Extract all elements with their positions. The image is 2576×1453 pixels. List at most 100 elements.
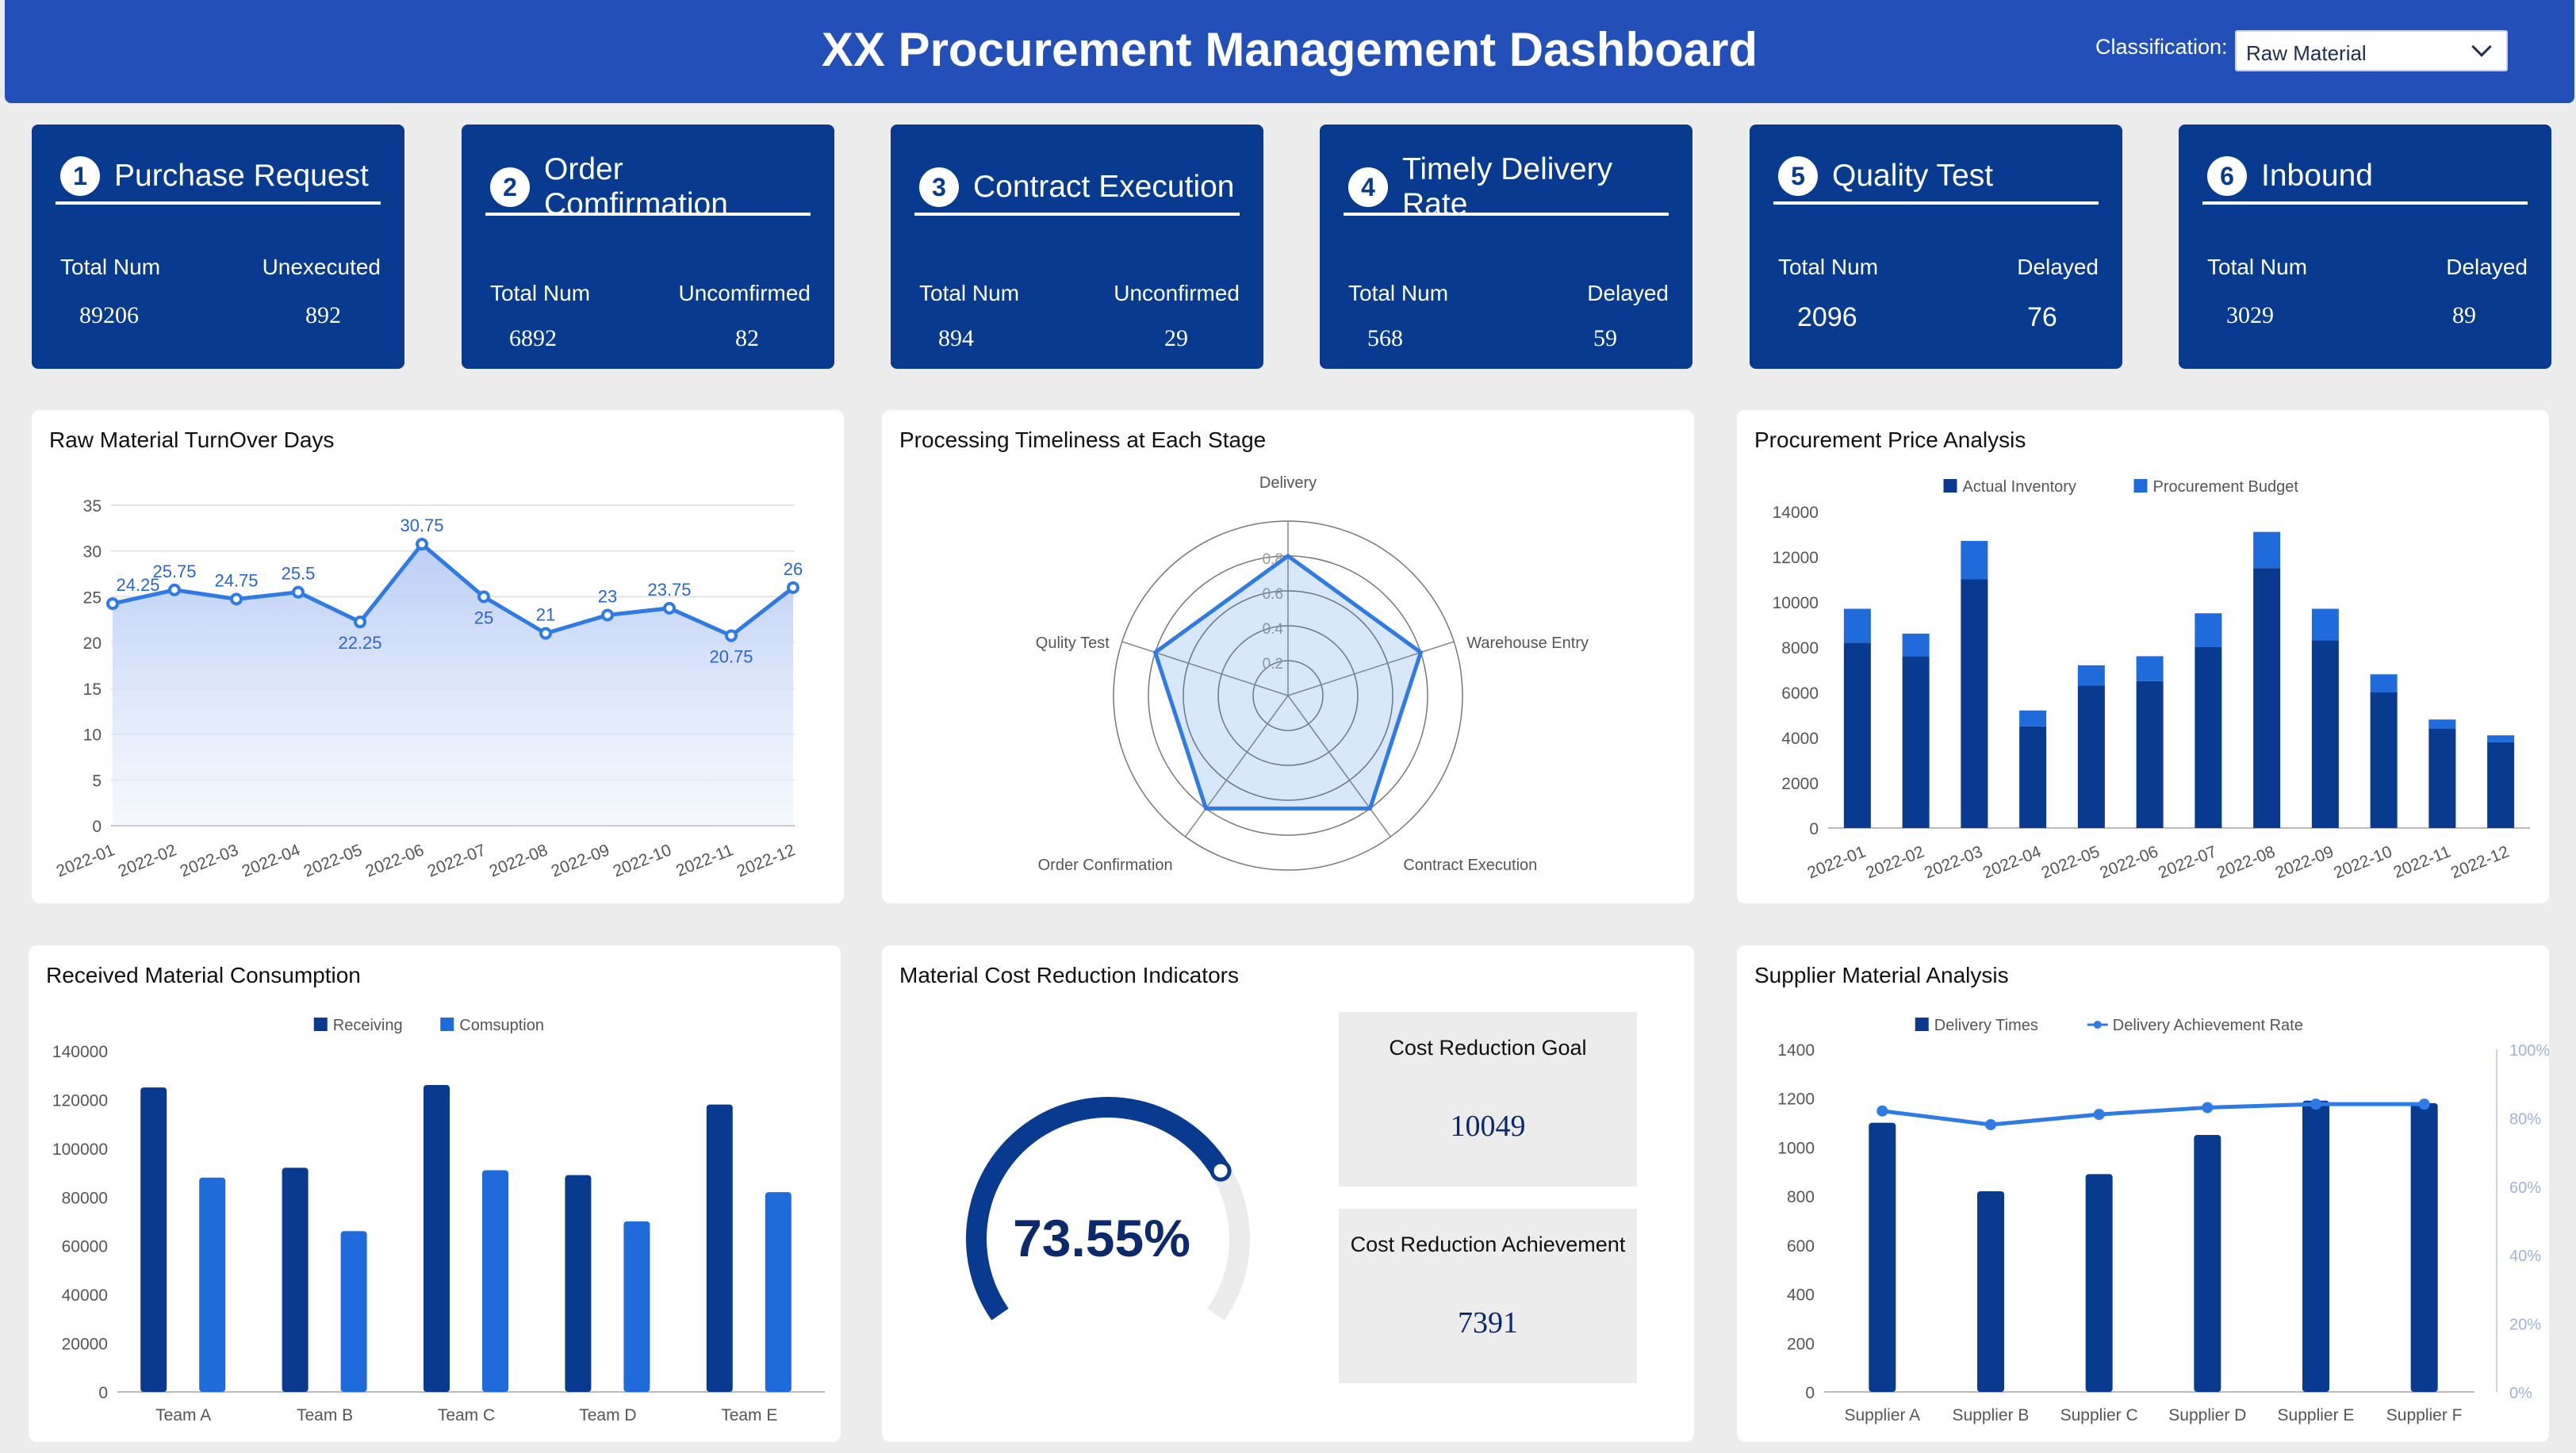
kpi-number-badge: 6 [2207,156,2247,196]
delivery-rate-point [2418,1098,2430,1110]
y-tick-label: 35 [83,497,102,516]
price-bar-budget [1961,541,1988,580]
legend-swatch [2093,1021,2102,1029]
radar-ring-label: 0.6 [1263,586,1283,603]
kpi-card-6: 6 Inbound Total Num Delayed 3029 89 [2179,125,2551,369]
kpi-right-value: 82 [735,325,759,351]
x-tick-label: Supplier A [1844,1406,1920,1424]
kpi-right-value: 59 [1593,325,1617,351]
y-tick-label: 20 [83,634,102,653]
y-tick-label: 8000 [1781,639,1819,657]
turnover-point [787,581,799,594]
y2-tick-label: 100% [2509,1042,2549,1060]
x-tick-label: 2022-07 [2156,842,2219,882]
x-tick-label: Team C [438,1406,495,1424]
cost-panel: Material Cost Reduction Indicators 73.55… [882,945,1694,1442]
consumption-bar [765,1192,792,1392]
kpi-header: 4 Timely Delivery Rate [1344,152,1669,221]
y-tick-label: 15 [83,680,102,699]
x-tick-label: 2022-10 [2331,842,2394,882]
x-tick-label: 2022-08 [487,841,550,880]
price-bar-actual [2253,568,2281,828]
supplier-delivery-bar [1977,1190,2004,1392]
price-bar-actual [1902,656,1930,828]
turnover-point [106,597,119,611]
cost-gauge: 73.55% [966,1097,1250,1321]
turnover-data-label: 26 [784,559,803,579]
cost-goal-value: 10049 [1450,1110,1526,1143]
receiving-bar [424,1085,450,1392]
delivery-rate-point [2202,1102,2214,1114]
turnover-data-label: 23 [598,587,617,607]
turnover-data-label: 25.5 [282,564,316,584]
legend-label: Delivery Achievement Rate [2113,1017,2303,1034]
dashboard-header: XX Procurement Management Dashboard Clas… [5,0,2574,103]
price-bar-budget [1843,608,1871,643]
timeliness-panel: Processing Timeliness at Each Stage 0.2 0… [882,410,1694,903]
price-bar-actual [2019,726,2047,828]
y-tick-label: 10 [83,726,102,745]
kpi-left-label: Total Num [2207,255,2308,279]
kpi-card-3: 3 Contract Execution Total Num Unconfirmed 8… [891,125,1263,369]
delivery-rate-line [1882,1102,2425,1127]
legend-label: Actual Inventory [1963,478,2076,496]
page-title: XX Procurement Management Dashboard [821,23,1758,76]
cost-achievement-label: Cost Reduction Achievement [1350,1233,1626,1256]
radar-spoke [1185,695,1289,838]
x-tick-label: Team A [155,1406,211,1424]
supplier-delivery-bar [2302,1100,2329,1392]
kpi-title: Order Comfirmation [544,152,728,221]
legend-label: Procurement Budget [2153,478,2299,496]
x-tick-label: 2022-05 [2039,842,2103,882]
price-panel: Procurement Price Analysis Actual Invent… [1737,410,2549,903]
x-tick-label: Supplier D [2168,1406,2246,1424]
delivery-rate-point [1985,1119,1996,1131]
x-tick-label: 2022-06 [2097,842,2160,882]
turnover-point [416,538,428,551]
consumption-bar [199,1177,226,1392]
y-tick-label: 2000 [1781,775,1819,793]
price-bar-budget [2019,710,2047,726]
kpi-number-badge: 1 [60,156,100,196]
x-tick-label: 2022-07 [425,841,489,880]
kpi-right-label: Delayed [1587,281,1669,305]
x-tick-label: 2022-04 [240,841,303,880]
price-bar-actual [1843,642,1871,828]
x-tick-label: 2022-11 [2391,842,2454,882]
x-tick-label: 2022-03 [1922,842,1985,882]
kpi-number-badge: 2 [490,167,530,207]
classification-select[interactable]: Raw Material [2235,30,2508,71]
y-tick-label: 30 [83,543,102,562]
y-tick-label: 800 [1787,1188,1815,1206]
price-title: Procurement Price Analysis [1754,427,2026,452]
legend-label: Delivery Times [1934,1017,2038,1034]
x-tick-label: 2022-08 [2214,842,2278,882]
classification-label: Classification: [2095,35,2228,59]
kpi-left-value: 3029 [2226,302,2274,328]
cost-achievement-box: Cost Reduction Achievement 7391 [1339,1209,1637,1383]
kpi-card-4: 4 Timely Delivery Rate Total Num Delayed 568… [1320,125,1692,369]
kpi-title: Timely Delivery Rate [1402,152,1613,221]
x-tick-label: 2022-09 [2273,842,2336,882]
consumption-title: Received Material Consumption [46,963,361,987]
supplier-title: Supplier Material Analysis [1754,963,2009,987]
kpi-right-value: 29 [1164,325,1188,351]
kpi-left-value: 568 [1367,325,1403,351]
y-tick-label: 25 [83,588,102,607]
turnover-point [601,608,614,622]
delivery-rate-point [2093,1109,2105,1121]
kpi-title: Inbound [2261,159,2373,193]
radar-ring-label: 0.4 [1263,621,1284,638]
radar-axis-label: Warehouse Entry [1466,634,1589,652]
turnover-panel: Raw Material TurnOver Days 0 5 10 15 20 25 30 3… [32,410,844,903]
x-tick-label: 2022-06 [363,841,427,880]
kpi-left-label: Total Num [1348,281,1449,305]
turnover-data-label: 25.75 [152,562,196,581]
x-tick-label: 2022-10 [611,841,674,880]
kpi-right-label: Delayed [2017,255,2099,279]
price-bar-budget [2487,735,2515,742]
kpi-left-label: Total Num [919,281,1020,305]
gauge-percent: 73.55% [1013,1209,1190,1267]
cost-goal-label: Cost Reduction Goal [1389,1036,1587,1060]
